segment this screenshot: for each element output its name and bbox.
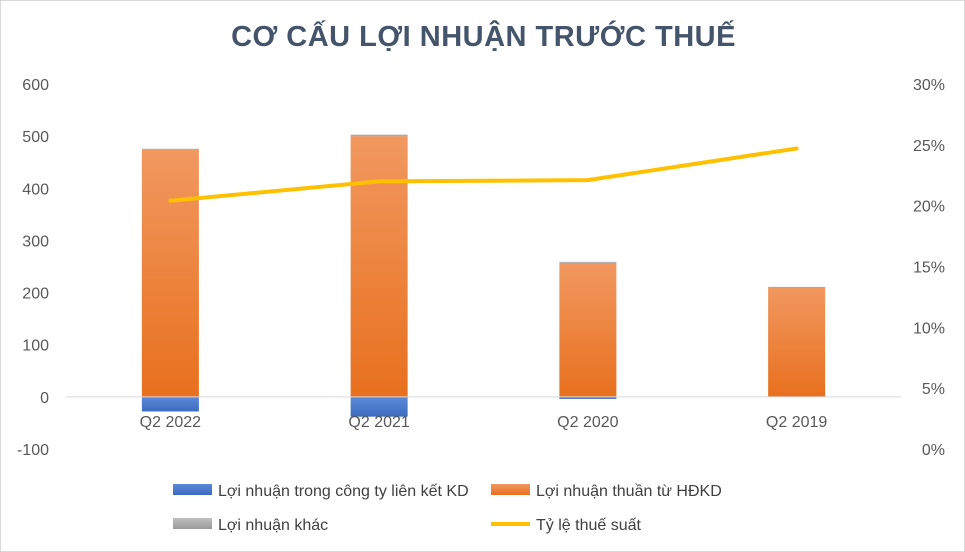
- y-left-tick-label: 200: [22, 286, 49, 303]
- bar-lợi-nhuận-trong-công-ty-liên-kết-kd-0: [141, 396, 199, 412]
- y-left-tick-label: 300: [22, 233, 49, 250]
- y-right-tick-label: 5%: [922, 381, 945, 398]
- x-axis: Q2 2022 Q2 2021 Q2 2020 Q2 2019: [140, 414, 828, 431]
- y-left-tick-label: 100: [22, 338, 49, 355]
- legend-label: Lợi nhuận khác: [218, 517, 328, 534]
- bar-lợi-nhuận-thuần-từ-hđkd-3: [768, 287, 826, 397]
- legend-label: Tỷ lệ thuế suất: [536, 517, 642, 534]
- legend-label: Lợi nhuận trong công ty liên kết KD: [218, 483, 469, 500]
- y-left-tick-label: 0: [40, 390, 49, 407]
- bar-lợi-nhuận-thuần-từ-hđkd-0: [141, 149, 199, 397]
- chart-title: CƠ CẤU LỢI NHUẬN TRƯỚC THUẾ: [231, 21, 736, 53]
- x-tick-label: Q2 2019: [766, 414, 827, 431]
- y-right-tick-label: 30%: [913, 77, 945, 94]
- bar-lợi-nhuận-thuần-từ-hđkd-1: [350, 136, 408, 397]
- bar-lợi-nhuận-trong-công-ty-liên-kết-kd-2: [559, 396, 617, 399]
- y-left-tick-label: 500: [22, 129, 49, 146]
- bar-lợi-nhuận-trong-công-ty-liên-kết-kd-1: [350, 396, 408, 417]
- legend: Lợi nhuận trong công ty liên kết KD Lợi n…: [173, 483, 722, 534]
- y-right-tick-label: 10%: [913, 320, 945, 337]
- bar-lợi-nhuận-khác-1: [350, 134, 408, 137]
- bar-lợi-nhuận-khác-2: [559, 261, 617, 264]
- y-right-tick-label: 25%: [913, 138, 945, 155]
- x-tick-label: Q2 2020: [557, 414, 618, 431]
- x-tick-label: Q2 2021: [348, 414, 409, 431]
- bar-lợi-nhuận-thuần-từ-hđkd-2: [559, 263, 617, 397]
- legend-swatch: [173, 518, 212, 529]
- y-right-tick-label: 20%: [913, 199, 945, 216]
- left-axis: -100 0 100 200 300 400 500 600: [17, 77, 49, 459]
- line-tax-rate: [168, 146, 799, 203]
- right-axis: 0% 5% 10% 15% 20% 25% 30%: [913, 77, 945, 459]
- y-left-tick-label: 600: [22, 77, 49, 94]
- line-series-group: [168, 146, 799, 203]
- legend-swatch: [491, 484, 530, 495]
- y-right-tick-label: 15%: [913, 260, 945, 277]
- y-left-tick-label: 400: [22, 181, 49, 198]
- bar-lợi-nhuận-khác-3: [768, 286, 826, 288]
- y-right-tick-label: 0%: [922, 442, 945, 459]
- x-tick-label: Q2 2022: [140, 414, 201, 431]
- bars-group: [141, 134, 826, 417]
- y-left-tick-label: -100: [17, 442, 49, 459]
- legend-swatch: [173, 484, 212, 495]
- bar-lợi-nhuận-khác-0: [141, 148, 199, 150]
- legend-label: Lợi nhuận thuần từ HĐKD: [536, 483, 722, 500]
